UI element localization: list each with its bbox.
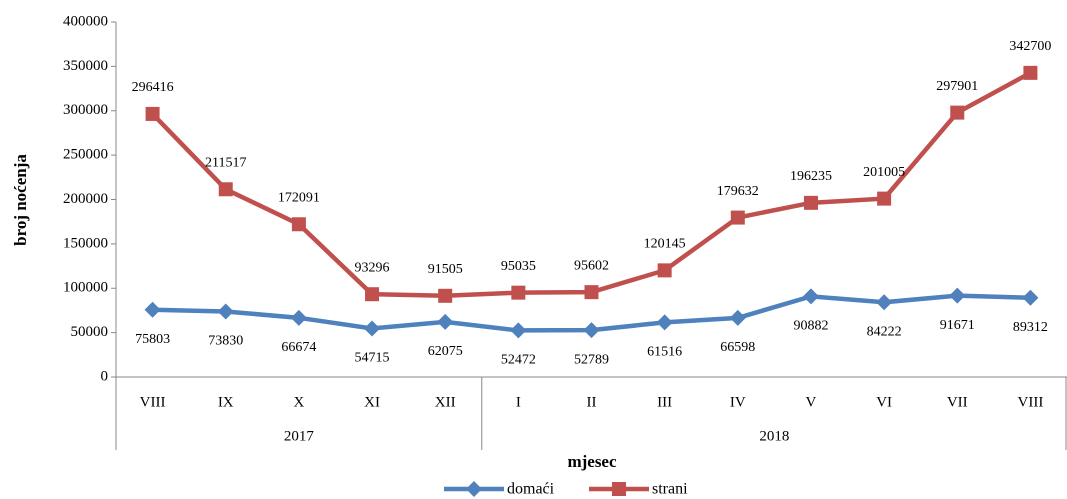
data-label: 95602 [574,258,609,273]
point [657,263,672,278]
point [949,287,966,304]
x-tick-label: XII [435,394,456,410]
data-label: 89312 [1013,320,1048,335]
data-label: 62075 [428,344,463,359]
point [145,106,160,121]
y-tick-label: 100000 [63,280,108,296]
x-tick-label: II [587,394,597,410]
data-label: 54715 [355,351,390,366]
x-tick-label: III [657,394,672,410]
data-label: 66598 [720,340,755,355]
x-tick-label: IX [218,394,234,410]
y-tick-label: 250000 [63,147,108,163]
y-tick-label: 400000 [63,13,108,29]
point [584,285,599,300]
data-label: 342700 [1009,39,1051,54]
x-tick-label: V [806,394,817,410]
data-label: 61516 [647,345,682,360]
data-label: 296416 [132,80,174,95]
point [144,301,161,318]
point [877,191,892,206]
x-axis-label: mjesec [567,452,617,471]
point [218,182,233,197]
point [1022,289,1039,306]
data-label: 201005 [863,165,905,180]
point [730,210,745,225]
point [802,288,819,305]
point [729,309,746,326]
data-label: 120145 [644,237,686,252]
data-label: 91671 [940,318,975,333]
y-tick-label: 300000 [63,102,108,118]
y-tick-label: 150000 [63,235,108,251]
data-label: 93296 [355,260,390,275]
point [217,303,234,320]
y-tick-label: 200000 [63,191,108,207]
point [437,313,454,330]
point [583,322,600,339]
data-label: 172091 [278,190,320,205]
data-label: 75803 [135,332,170,347]
point [365,287,380,302]
y-tick-label: 50000 [71,324,109,340]
data-label: 52789 [574,352,609,367]
x-tick-label: VII [947,394,968,410]
point [364,320,381,337]
data-label: 91505 [428,262,463,277]
point [511,285,526,300]
x-tick-label: I [516,394,521,410]
legend-label: strani [652,481,688,498]
point [876,294,893,311]
point [950,105,965,120]
point [656,314,673,331]
x-tick-label: VI [876,394,892,410]
data-label: 196235 [790,169,832,184]
point [290,309,307,326]
legend-label: domaći [507,481,555,498]
data-label: 90882 [793,319,828,334]
point [466,481,482,497]
x-tick-label: XI [364,394,380,410]
point [1023,65,1038,80]
data-label: 297901 [936,79,978,94]
data-label: 211517 [205,155,246,170]
point [612,482,626,496]
y-tick-label: 350000 [63,58,108,74]
data-label: 84222 [867,324,902,339]
point [438,288,453,303]
data-label: 179632 [717,184,759,199]
x-tick-label: VIII [1018,394,1044,410]
data-label: 73830 [208,334,243,349]
data-label: 95035 [501,259,536,274]
x-group-label: 2018 [759,428,789,444]
x-tick-label: X [293,394,304,410]
y-axis-label: broj noćenja [11,154,30,246]
point [291,217,306,232]
point [803,195,818,210]
data-label: 52472 [501,353,536,368]
data-label: 66674 [281,340,316,355]
y-tick-label: 0 [101,368,109,384]
x-tick-label: VIII [140,394,166,410]
x-tick-label: IV [730,394,746,410]
point [510,322,527,339]
x-group-label: 2017 [284,428,315,444]
